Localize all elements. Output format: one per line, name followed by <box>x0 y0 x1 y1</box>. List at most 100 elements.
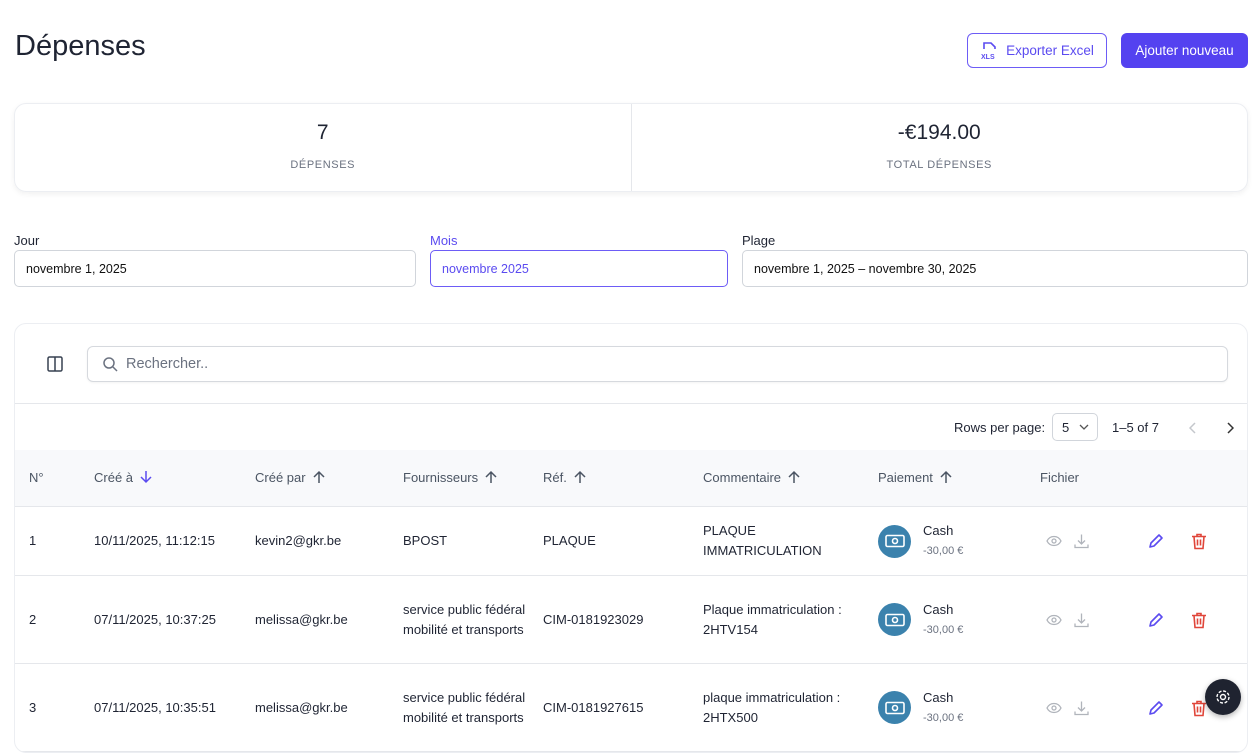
table-row: 1 10/11/2025, 11:12:15 kevin2@gkr.be BPO… <box>15 507 1247 576</box>
supplier: service public fédéral mobilité et trans… <box>403 689 526 725</box>
column-header: N° <box>29 468 44 488</box>
payment: Cash -30,00 € <box>878 521 963 561</box>
row-number: 2 <box>29 611 37 627</box>
columns-toggle-icon[interactable] <box>47 356 63 372</box>
column-header-label: Fichier <box>1040 470 1080 485</box>
column-header[interactable]: Créé à <box>94 468 153 488</box>
search-icon <box>103 357 118 372</box>
payment-method: Cash <box>923 689 954 705</box>
table-row: 2 07/11/2025, 10:37:25 melissa@gkr.be se… <box>15 576 1247 664</box>
column-header-label: Fournisseurs <box>403 470 479 485</box>
add-new-button[interactable]: Ajouter nouveau <box>1121 33 1248 68</box>
rows-per-page-label: Rows per page: <box>954 420 1046 435</box>
reference: PLAQUE <box>543 533 596 548</box>
rows-per-page-select[interactable]: 5 <box>1052 413 1098 441</box>
column-header[interactable]: Fournisseurs <box>403 468 498 488</box>
edit-pencil-icon[interactable] <box>1148 612 1164 628</box>
stat-value: 7 <box>316 121 329 144</box>
settings-button[interactable] <box>1205 679 1241 715</box>
pagination-bar: Rows per page: 5 1–5 of 7 <box>15 403 1247 450</box>
sort-arrow-up-icon[interactable] <box>573 470 587 484</box>
column-header[interactable]: Réf. <box>543 468 587 488</box>
stat-count: 7 DÉPENSES <box>15 104 631 191</box>
comment: Plaque immatriculation : 2HTV154 <box>703 601 842 637</box>
created-by: melissa@gkr.be <box>255 699 348 715</box>
expenses-table-card: Rows per page: 5 1–5 of 7 N° Créé à Créé p… <box>14 323 1248 753</box>
sort-arrow-up-icon[interactable] <box>939 470 953 484</box>
comment: PLAQUE IMMATRICULATION <box>703 523 822 558</box>
sort-arrow-up-icon[interactable] <box>787 470 801 484</box>
column-header-label: N° <box>29 470 44 485</box>
row-number: 3 <box>29 699 37 715</box>
stat-label: DÉPENSES <box>290 159 356 171</box>
column-header[interactable]: Paiement <box>878 468 953 488</box>
export-excel-button[interactable]: XLS Exporter Excel <box>967 33 1107 68</box>
cash-icon <box>878 524 911 558</box>
created-by: melissa@gkr.be <box>255 611 348 627</box>
delete-trash-icon[interactable] <box>1191 699 1207 716</box>
column-header[interactable]: Commentaire <box>703 468 801 488</box>
reference: CIM-0181927615 <box>543 699 644 715</box>
payment-method: Cash <box>923 601 954 617</box>
download-file-icon[interactable] <box>1074 700 1089 715</box>
xls-file-icon: XLS <box>981 41 996 61</box>
payment-amount: -30,00 € <box>923 711 964 724</box>
created-at: 07/11/2025, 10:35:51 <box>94 699 216 715</box>
rows-per-page-value: 5 <box>1062 420 1070 435</box>
stat-value: -€194.00 <box>897 121 981 144</box>
gear-icon <box>1216 690 1230 704</box>
month-label: Mois <box>430 233 458 248</box>
payment: Cash -30,00 € <box>878 600 963 640</box>
month-field[interactable]: novembre 2025 <box>430 250 728 287</box>
range-label: Plage <box>742 233 776 248</box>
svg-text:XLS: XLS <box>981 54 995 61</box>
view-file-icon[interactable] <box>1046 535 1062 547</box>
created-at: 07/11/2025, 10:37:25 <box>94 611 216 627</box>
delete-trash-icon[interactable] <box>1191 611 1207 628</box>
export-label: Exporter Excel <box>1006 43 1094 58</box>
column-header: Fichier <box>1040 468 1079 488</box>
view-file-icon[interactable] <box>1046 614 1062 626</box>
comment: plaque immatriculation : 2HTX500 <box>703 689 841 725</box>
download-file-icon[interactable] <box>1074 612 1089 627</box>
supplier: service public fédéral mobilité et trans… <box>403 601 526 637</box>
day-label: Jour <box>14 233 40 248</box>
sort-arrow-up-icon[interactable] <box>312 470 326 484</box>
table-header: N° Créé à Créé par Fournisseurs Réf. Commenta… <box>15 450 1247 507</box>
delete-trash-icon[interactable] <box>1191 533 1207 550</box>
next-page-icon[interactable] <box>1226 422 1234 434</box>
payment: Cash -30,00 € <box>878 688 963 728</box>
created-at: 10/11/2025, 11:12:15 <box>94 533 215 548</box>
reference: CIM-0181923029 <box>543 611 644 627</box>
payment-method: Cash <box>923 523 954 538</box>
stat-label: TOTAL DÉPENSES <box>886 159 992 171</box>
sort-arrow-up-icon[interactable] <box>484 470 498 484</box>
row-number: 1 <box>29 533 37 548</box>
search-input[interactable] <box>126 356 1227 372</box>
payment-amount: -30,00 € <box>923 623 964 636</box>
page-range: 1–5 of 7 <box>1112 420 1159 435</box>
chevron-down-icon <box>1079 424 1089 430</box>
download-file-icon[interactable] <box>1074 534 1089 549</box>
day-field[interactable]: novembre 1, 2025 <box>14 250 416 287</box>
range-field[interactable]: novembre 1, 2025 – novembre 30, 2025 <box>742 250 1248 287</box>
column-header-label: Réf. <box>543 470 567 485</box>
column-header-label: Créé à <box>94 470 134 485</box>
edit-pencil-icon[interactable] <box>1148 700 1164 716</box>
cash-icon <box>878 691 911 724</box>
edit-pencil-icon[interactable] <box>1148 533 1164 549</box>
created-by: kevin2@gkr.be <box>255 533 342 548</box>
column-header[interactable]: Créé par <box>255 468 326 488</box>
payment-amount: -30,00 € <box>923 545 964 557</box>
search-box[interactable] <box>87 346 1228 382</box>
stats-card: 7 DÉPENSES -€194.00 TOTAL DÉPENSES <box>14 103 1248 192</box>
column-header-label: Paiement <box>878 470 933 485</box>
prev-page-icon[interactable] <box>1189 422 1197 434</box>
cash-icon <box>878 603 911 636</box>
supplier: BPOST <box>403 533 448 548</box>
column-header-label: Créé par <box>255 470 306 485</box>
view-file-icon[interactable] <box>1046 702 1062 714</box>
column-header-label: Commentaire <box>703 470 782 485</box>
sort-arrow-down-icon[interactable] <box>139 470 153 484</box>
stat-total: -€194.00 TOTAL DÉPENSES <box>630 104 1248 191</box>
